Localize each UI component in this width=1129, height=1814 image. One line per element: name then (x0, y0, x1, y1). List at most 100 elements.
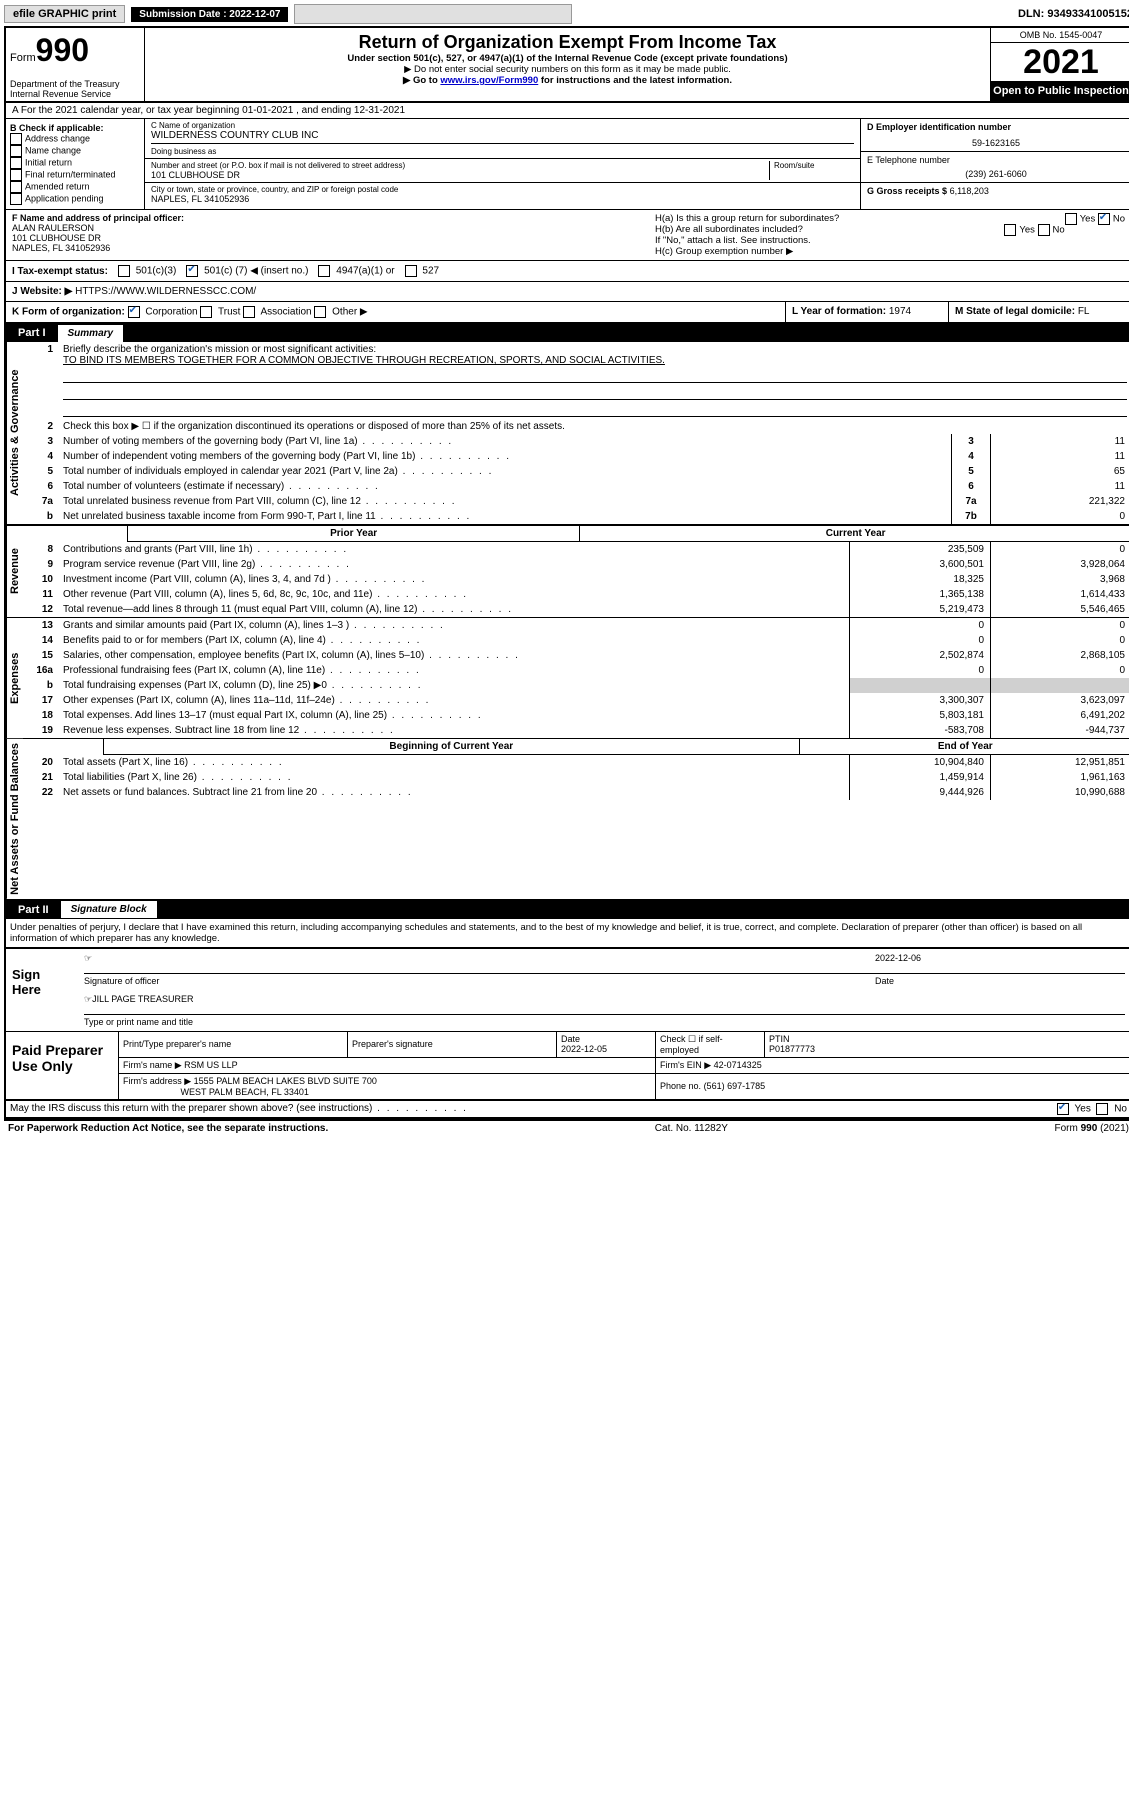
sig-date-label: Date (875, 976, 1125, 986)
h-block: H(a) Is this a group return for subordin… (649, 210, 1129, 260)
officer-addr1: 101 CLUBHOUSE DR (12, 233, 643, 243)
chk-amended[interactable] (10, 181, 22, 193)
opt-501c3: 501(c)(3) (136, 266, 177, 277)
part1-label: Part I (6, 324, 58, 342)
chk-4947[interactable] (318, 265, 330, 277)
no-label: No (1114, 1103, 1127, 1114)
summary-row: 16aProfessional fundraising fees (Part I… (23, 663, 1129, 678)
lbl-name: Name change (25, 145, 81, 155)
summary-row: 11Other revenue (Part VIII, column (A), … (23, 587, 1129, 602)
gov-row: 3Number of voting members of the governi… (23, 434, 1129, 449)
line1-label: Briefly describe the organization's miss… (63, 344, 376, 355)
chk-501c3[interactable] (118, 265, 130, 277)
yes-label: Yes (1075, 1103, 1091, 1114)
footer-row: For Paperwork Reduction Act Notice, see … (4, 1121, 1129, 1136)
phone-label: E Telephone number (867, 155, 950, 165)
section-bc: B Check if applicable: Address change Na… (6, 119, 1129, 209)
prep-sig-h: Preparer's signature (348, 1032, 557, 1058)
blank-button[interactable] (294, 4, 572, 24)
summary-row: 10Investment income (Part VIII, column (… (23, 572, 1129, 587)
ha-no[interactable] (1098, 213, 1110, 225)
chk-pending[interactable] (10, 193, 22, 205)
lbl-pending: Application pending (25, 193, 104, 203)
chk-other[interactable] (314, 306, 326, 318)
gross-value: 6,118,203 (950, 186, 989, 196)
lbl-amended: Amended return (25, 181, 90, 191)
rev-block: Revenue Prior Year Current Year 8Contrib… (6, 525, 1129, 617)
penalties-text: Under penalties of perjury, I declare th… (6, 919, 1129, 947)
chk-address[interactable] (10, 133, 22, 145)
hdr-current: Current Year (580, 526, 1129, 542)
hb-note: If "No," attach a list. See instructions… (655, 235, 1125, 246)
room-label: Room/suite (774, 161, 854, 170)
opt-other: Other ▶ (332, 307, 367, 318)
discuss-no[interactable] (1096, 1103, 1108, 1115)
hdr-eoy: End of Year (799, 739, 1129, 755)
domicile-val: FL (1078, 306, 1090, 317)
opt-501c-pre: 501(c) ( (204, 266, 238, 277)
gov-block: Activities & Governance 1 Briefly descri… (6, 342, 1129, 525)
sig-officer-label: Signature of officer (84, 976, 875, 986)
summary-row: 14Benefits paid to or for members (Part … (23, 633, 1129, 648)
chk-corp[interactable] (128, 306, 140, 318)
hc-label: H(c) Group exemption number ▶ (655, 246, 1125, 257)
row-k: K Form of organization: Corporation Trus… (6, 302, 1129, 324)
hb-yes[interactable] (1004, 224, 1016, 236)
header-left: Form990 Department of the Treasury Inter… (6, 28, 145, 101)
header-mid: Return of Organization Exempt From Incom… (145, 28, 990, 101)
addr-value: 101 CLUBHOUSE DR (151, 170, 769, 180)
paid-label: Paid Preparer Use Only (6, 1032, 119, 1099)
irs-link[interactable]: www.irs.gov/Form990 (440, 75, 538, 86)
summary-row: 17Other expenses (Part IX, column (A), l… (23, 693, 1129, 708)
firm-addr-v1: 1555 PALM BEACH LAKES BLVD SUITE 700 (194, 1076, 377, 1086)
chk-final[interactable] (10, 169, 22, 181)
sign-here-label: Sign Here (6, 949, 78, 1031)
dba-label: Doing business as (151, 147, 854, 156)
discuss-yes[interactable] (1057, 1103, 1069, 1115)
efile-button[interactable]: efile GRAPHIC print (4, 5, 125, 23)
ha-yes[interactable] (1065, 213, 1077, 225)
ptin-label: PTIN (769, 1034, 790, 1044)
form-subtitle-2: ▶ Do not enter social security numbers o… (151, 64, 984, 75)
phone-value: (239) 261-6060 (867, 169, 1125, 179)
firm-ein-v: 42-0714325 (714, 1060, 762, 1070)
chk-501c[interactable] (186, 265, 198, 277)
form-container: Form990 Department of the Treasury Inter… (4, 26, 1129, 1121)
lbl-address: Address change (25, 133, 90, 143)
chk-trust[interactable] (200, 306, 212, 318)
part2-title: Signature Block (61, 901, 157, 918)
chk-name[interactable] (10, 145, 22, 157)
dept-label: Department of the Treasury (10, 79, 120, 89)
firm-addr-l: Firm's address ▶ (123, 1076, 191, 1086)
firm-ein-l: Firm's EIN ▶ (660, 1060, 711, 1070)
side-rev: Revenue (6, 526, 23, 617)
summary-row: 13Grants and similar amounts paid (Part … (23, 618, 1129, 633)
gov-row: 5Total number of individuals employed in… (23, 464, 1129, 479)
officer-name: ALAN RAULERSON (12, 223, 643, 233)
chk-527[interactable] (405, 265, 417, 277)
row-j: J Website: ▶ HTTPS://WWW.WILDERNESSCC.CO… (6, 282, 1129, 302)
part2-label: Part II (6, 901, 61, 919)
part1-title: Summary (58, 325, 124, 342)
tax-status-label: I Tax-exempt status: (12, 266, 108, 277)
officer-addr2: NAPLES, FL 341052936 (12, 243, 643, 253)
hb-no[interactable] (1038, 224, 1050, 236)
chk-assoc[interactable] (243, 306, 255, 318)
officer-block: F Name and address of principal officer:… (6, 210, 649, 260)
summary-row: 8Contributions and grants (Part VIII, li… (23, 542, 1129, 557)
prep-self: Check ☐ if self-employed (656, 1032, 765, 1058)
tax-status-row: I Tax-exempt status: 501(c)(3) 501(c) (7… (6, 260, 1129, 282)
sig-name-val: JILL PAGE TREASURER (92, 994, 193, 1014)
chk-initial[interactable] (10, 157, 22, 169)
firm-name-v: RSM US LLP (184, 1060, 238, 1070)
gross-label: G Gross receipts $ (867, 186, 947, 196)
irs-label: Internal Revenue Service (10, 89, 120, 99)
firm-name-l: Firm's name ▶ (123, 1060, 182, 1070)
col-de: D Employer identification number 59-1623… (860, 119, 1129, 209)
submission-date: Submission Date : 2022-12-07 (131, 7, 288, 22)
website-label: J Website: ▶ (12, 286, 72, 297)
form-title: Return of Organization Exempt From Incom… (151, 32, 984, 53)
summary-row: 9Program service revenue (Part VIII, lin… (23, 557, 1129, 572)
sign-block: Sign Here ☞ 2022-12-06 Signature of offi… (6, 947, 1129, 1032)
firm-phone-l: Phone no. (660, 1081, 701, 1091)
